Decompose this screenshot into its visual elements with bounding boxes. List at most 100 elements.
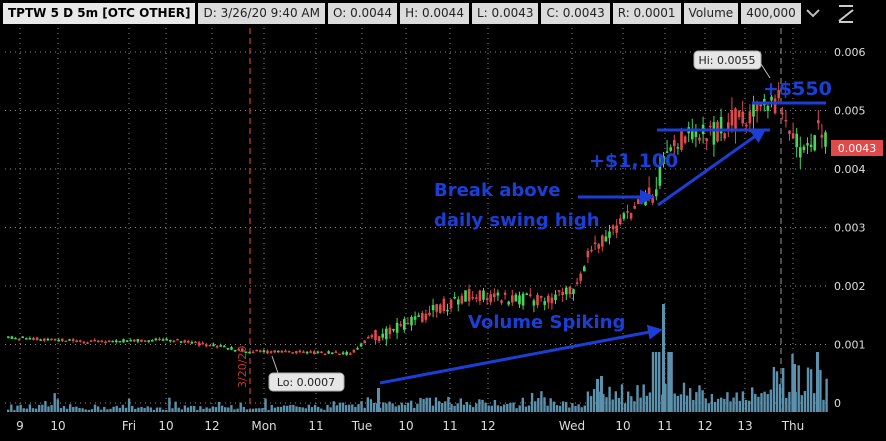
volume-bar: [199, 406, 202, 412]
candle-body: [143, 340, 147, 343]
candle-body: [489, 294, 492, 303]
volume-bar: [143, 408, 146, 412]
candle-body: [79, 340, 82, 342]
volume-bar: [217, 401, 221, 412]
symbol-label[interactable]: TPTW 5 D 5m [OTC OTHER]: [3, 3, 196, 24]
volume-bar: [93, 404, 97, 412]
candle-body: [57, 339, 60, 342]
candle-body: [507, 301, 510, 305]
open-readout: O: 0.0044: [327, 3, 398, 24]
volume-bar: [369, 399, 373, 412]
candle-body: [158, 338, 161, 341]
volume-bar: [180, 409, 183, 412]
volume-bar: [270, 404, 273, 412]
time-tick-label: 12: [480, 419, 495, 433]
candle-body: [7, 336, 10, 338]
volume-bar: [379, 407, 382, 412]
volume-bar: [487, 405, 490, 412]
candle-body: [799, 147, 802, 158]
candle-body: [395, 322, 399, 333]
high-callout-pointer: [760, 63, 771, 79]
volume-bar: [499, 406, 503, 412]
time-tick-label: 11: [442, 419, 457, 433]
candle-body: [248, 351, 251, 354]
volume-bar: [685, 395, 689, 412]
candle-body: [291, 352, 294, 354]
candle-body: [39, 339, 42, 341]
drawing-tool-icon[interactable]: [836, 4, 856, 24]
candle-body: [633, 206, 636, 209]
candle-body: [748, 111, 752, 124]
volume-bar: [512, 402, 515, 412]
volume-bar: [239, 402, 242, 412]
candle-body: [32, 337, 35, 340]
candle-body: [50, 338, 53, 341]
candle-body: [25, 338, 28, 340]
volume-bar: [146, 406, 149, 412]
candle-body: [759, 103, 762, 107]
candle-body: [205, 344, 208, 347]
candle-body: [345, 351, 348, 355]
candle-body: [388, 327, 392, 335]
low-callout-label: Lo: 0.0007: [277, 376, 335, 389]
candle-body: [172, 340, 176, 343]
candle-body: [359, 343, 363, 347]
candle-body: [647, 187, 651, 197]
volume-bar: [357, 404, 360, 412]
candle-body: [806, 143, 809, 146]
candle-body: [529, 294, 532, 297]
candle-body: [730, 110, 734, 126]
candle-body: [104, 341, 107, 344]
volume-bar: [410, 400, 413, 412]
volume-arrow: [379, 324, 663, 385]
volume-bar: [286, 405, 289, 412]
volume-bar: [444, 401, 447, 412]
volume-bar: [825, 378, 828, 412]
candle-body: [482, 290, 485, 300]
candle-body: [28, 338, 32, 340]
volume-bar: [236, 408, 239, 412]
candle-body: [543, 301, 546, 305]
candle-body: [35, 337, 39, 341]
volume-bar: [506, 403, 509, 412]
volume-bar: [816, 352, 819, 412]
volume-bar: [668, 352, 671, 412]
volume-bar: [747, 400, 751, 412]
candle-body: [496, 292, 500, 296]
candle-body: [259, 350, 262, 353]
volume-bar: [100, 409, 103, 412]
volume-bar: [701, 390, 704, 412]
collapse-icon[interactable]: [803, 4, 823, 24]
volume-bar: [793, 364, 796, 412]
candle-body: [777, 89, 780, 99]
candle-body: [21, 336, 24, 339]
chart-header: TPTW 5 D 5m [OTC OTHER] D: 3/26/20 9:40 …: [3, 3, 804, 24]
volume-bar: [527, 405, 531, 412]
volume-bar: [689, 388, 692, 412]
time-tick-label: 10: [398, 419, 413, 433]
volume-bar: [732, 397, 735, 412]
time-tick-label: Wed: [559, 419, 585, 433]
candle-body: [298, 350, 302, 353]
volume-bar: [515, 408, 518, 412]
volume-bar: [137, 407, 140, 412]
volume-bar: [140, 406, 143, 412]
candle-body: [169, 339, 172, 342]
candle-body: [745, 124, 748, 127]
volume-bar: [214, 407, 218, 412]
volume-bar: [425, 397, 428, 412]
candle-body: [723, 133, 726, 139]
candle-body: [493, 293, 496, 298]
candle-body: [413, 316, 417, 320]
candle-body: [453, 296, 456, 299]
volume-bar: [450, 404, 453, 412]
volume-bar: [96, 406, 100, 412]
volume-bar: [447, 396, 450, 412]
price-tick-label: 0.002: [834, 280, 866, 293]
candle-body: [241, 348, 244, 351]
candle-body: [500, 300, 503, 303]
volume-bar: [785, 397, 788, 412]
time-tick-label: 10: [50, 419, 65, 433]
volume-bar: [13, 410, 16, 412]
